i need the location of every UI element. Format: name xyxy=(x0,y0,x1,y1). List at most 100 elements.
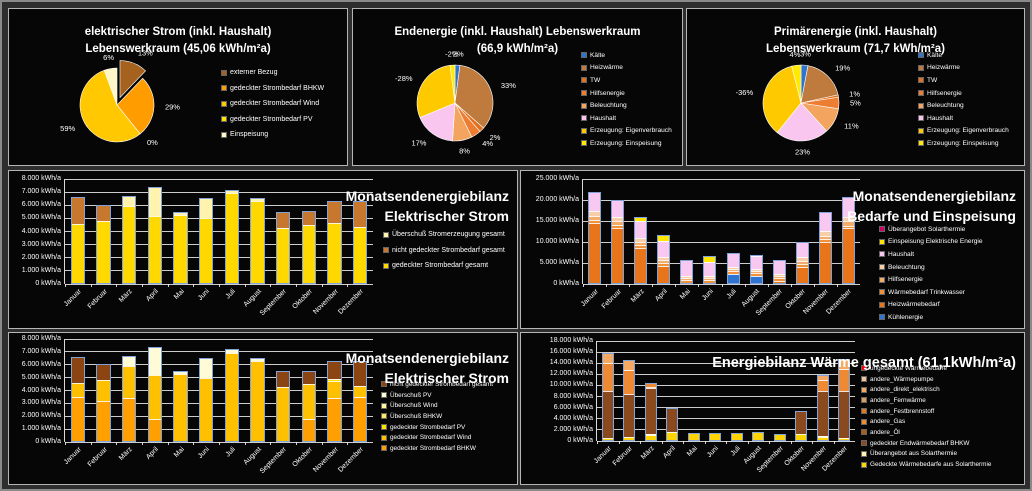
legend-label: Erzeugung: Einspeisung xyxy=(590,139,662,147)
chart-legend: Überschuß Stromerzeugung gesamt nicht ged… xyxy=(383,227,505,274)
bar-segment xyxy=(122,206,136,283)
legend-label: Erzeugung: Einspeisung xyxy=(927,139,999,147)
bar-Mai xyxy=(680,260,694,284)
chart-title: Endenergie (inkl. Haushalt) Lebenswerkra… xyxy=(353,24,682,59)
bar-Januar xyxy=(70,357,85,442)
legend-label: Überschuß Stromerzeugung gesamt xyxy=(392,231,505,239)
bar-segment xyxy=(750,270,762,273)
legend-item: gedeckter Endwärmebedarf BHKW xyxy=(861,438,991,449)
gridline xyxy=(65,191,373,193)
legend-item: Beleuchtung xyxy=(581,99,672,112)
legend-swatch xyxy=(383,247,389,254)
pie-slice xyxy=(791,64,802,104)
bar-segment xyxy=(225,350,238,353)
bar-segment xyxy=(328,222,341,283)
legend-item: Haushalt xyxy=(918,112,1009,125)
bar-segment xyxy=(681,261,693,277)
bar-segment xyxy=(353,202,367,227)
chart-legend: Kälte Heizwärme TW Hilfsenergie Beleuchtung H… xyxy=(918,49,1009,150)
legend-item: Kälte xyxy=(918,49,1009,62)
chart-title-line1: Primärenergie (inkl. Haushalt) xyxy=(774,25,937,38)
y-axis-tick: 10.000 kWh/a xyxy=(535,238,579,245)
gridline xyxy=(65,178,373,180)
bar-segment xyxy=(174,374,187,441)
bar-segment xyxy=(750,272,762,276)
bar-segment xyxy=(97,401,110,441)
x-axis-tickmark xyxy=(65,284,66,287)
gridline xyxy=(597,384,855,386)
legend-label: TW xyxy=(927,76,938,84)
legend-label: Kühlenergie xyxy=(888,313,924,321)
legend-item: nicht gedeckter Strombedarf gesamt xyxy=(383,243,505,259)
y-axis-tick: 6.000 kWh/a xyxy=(21,201,61,209)
chart-title-line2: Lebenswerkraum (45,06 kWh/m²a) xyxy=(85,42,271,55)
chart-title: elektrischer Strom (inkl. Haushalt) Lebe… xyxy=(9,24,347,59)
bar-segment xyxy=(589,222,600,283)
legend-item: Hilfsenergie xyxy=(918,87,1009,100)
legend-label: nicht gedeckter Strombedarf gesamt xyxy=(390,380,494,388)
legend-swatch xyxy=(221,69,227,76)
legend-label: nicht gedeckter Strombedarf gesamt xyxy=(392,246,505,254)
legend-item: ungedeckte Wärmebedarfe xyxy=(861,363,991,374)
y-axis-tick: 0 kWh/a xyxy=(35,280,61,287)
bar-Juni xyxy=(703,255,717,284)
bar-Oktober xyxy=(795,411,808,441)
legend-label: gedeckter Strombedarf PV xyxy=(390,423,466,431)
y-axis-line xyxy=(64,339,65,442)
bar-segment xyxy=(658,240,670,257)
bar-segment xyxy=(328,398,341,441)
pie-slice xyxy=(454,64,494,129)
bar-segment xyxy=(645,434,656,440)
bar-segment xyxy=(602,363,613,392)
pie-percentage-label: 3% xyxy=(800,50,811,59)
x-axis-tickmark xyxy=(270,284,272,287)
gridline xyxy=(65,231,373,232)
y-axis-tick: 0 kWh/a xyxy=(35,438,61,445)
bar-segment xyxy=(796,257,808,261)
y-axis-tick: 15.000 kWh/a xyxy=(535,217,579,224)
x-axis-tickmark xyxy=(347,442,349,445)
pie-percentage-label: 23% xyxy=(795,147,810,156)
gridline xyxy=(583,241,860,243)
legend-swatch xyxy=(861,386,867,393)
bar-segment xyxy=(589,192,600,211)
bar-segment xyxy=(635,241,647,246)
legend-label: externer Bezug xyxy=(230,69,278,77)
bar-segment xyxy=(251,358,264,361)
pie-percentage-label: 2% xyxy=(490,133,501,142)
bar-segment xyxy=(71,396,84,441)
bar-segment xyxy=(839,437,850,440)
y-axis-tick: 18.000 kWh/a xyxy=(549,337,593,344)
x-axis-tickmark xyxy=(270,442,272,445)
x-axis-tickmark xyxy=(640,441,641,444)
bar-Oktober xyxy=(795,242,809,284)
y-axis-line xyxy=(64,179,65,284)
legend-swatch xyxy=(383,262,389,269)
pie-slice xyxy=(103,67,118,106)
x-axis-tickmark xyxy=(219,442,220,445)
bar-Mai xyxy=(173,371,188,442)
x-axis-tickmark xyxy=(296,442,297,445)
chart-title-line2: Elektrischer Strom xyxy=(384,369,510,386)
bar-segment xyxy=(225,193,238,283)
bar-segment xyxy=(817,380,828,392)
bar-segment xyxy=(727,271,739,274)
pie-percentage-label: -36% xyxy=(736,88,754,97)
pie-percentage-label: 1% xyxy=(849,89,860,98)
pie-percentage-label: 59% xyxy=(60,124,75,133)
chart-title: Energiebilanz Wärme gesamt (61,1kWh/m²a) xyxy=(712,353,1016,373)
pie-percentage-label: 5% xyxy=(850,99,861,108)
y-axis-tick: 20.000 kWh/a xyxy=(535,196,579,203)
bar-segment xyxy=(199,358,213,378)
bar-segment xyxy=(353,226,367,283)
legend-item: Beleuchtung xyxy=(918,99,1009,112)
bar-segment xyxy=(148,418,161,441)
bar-segment xyxy=(681,276,693,279)
legend-swatch xyxy=(381,402,387,409)
legend-swatch xyxy=(861,376,867,383)
gridline xyxy=(65,204,373,206)
x-axis-tickmark xyxy=(704,441,706,444)
legend-swatch xyxy=(918,90,924,97)
pie-percentage-label: 4% xyxy=(482,139,493,148)
